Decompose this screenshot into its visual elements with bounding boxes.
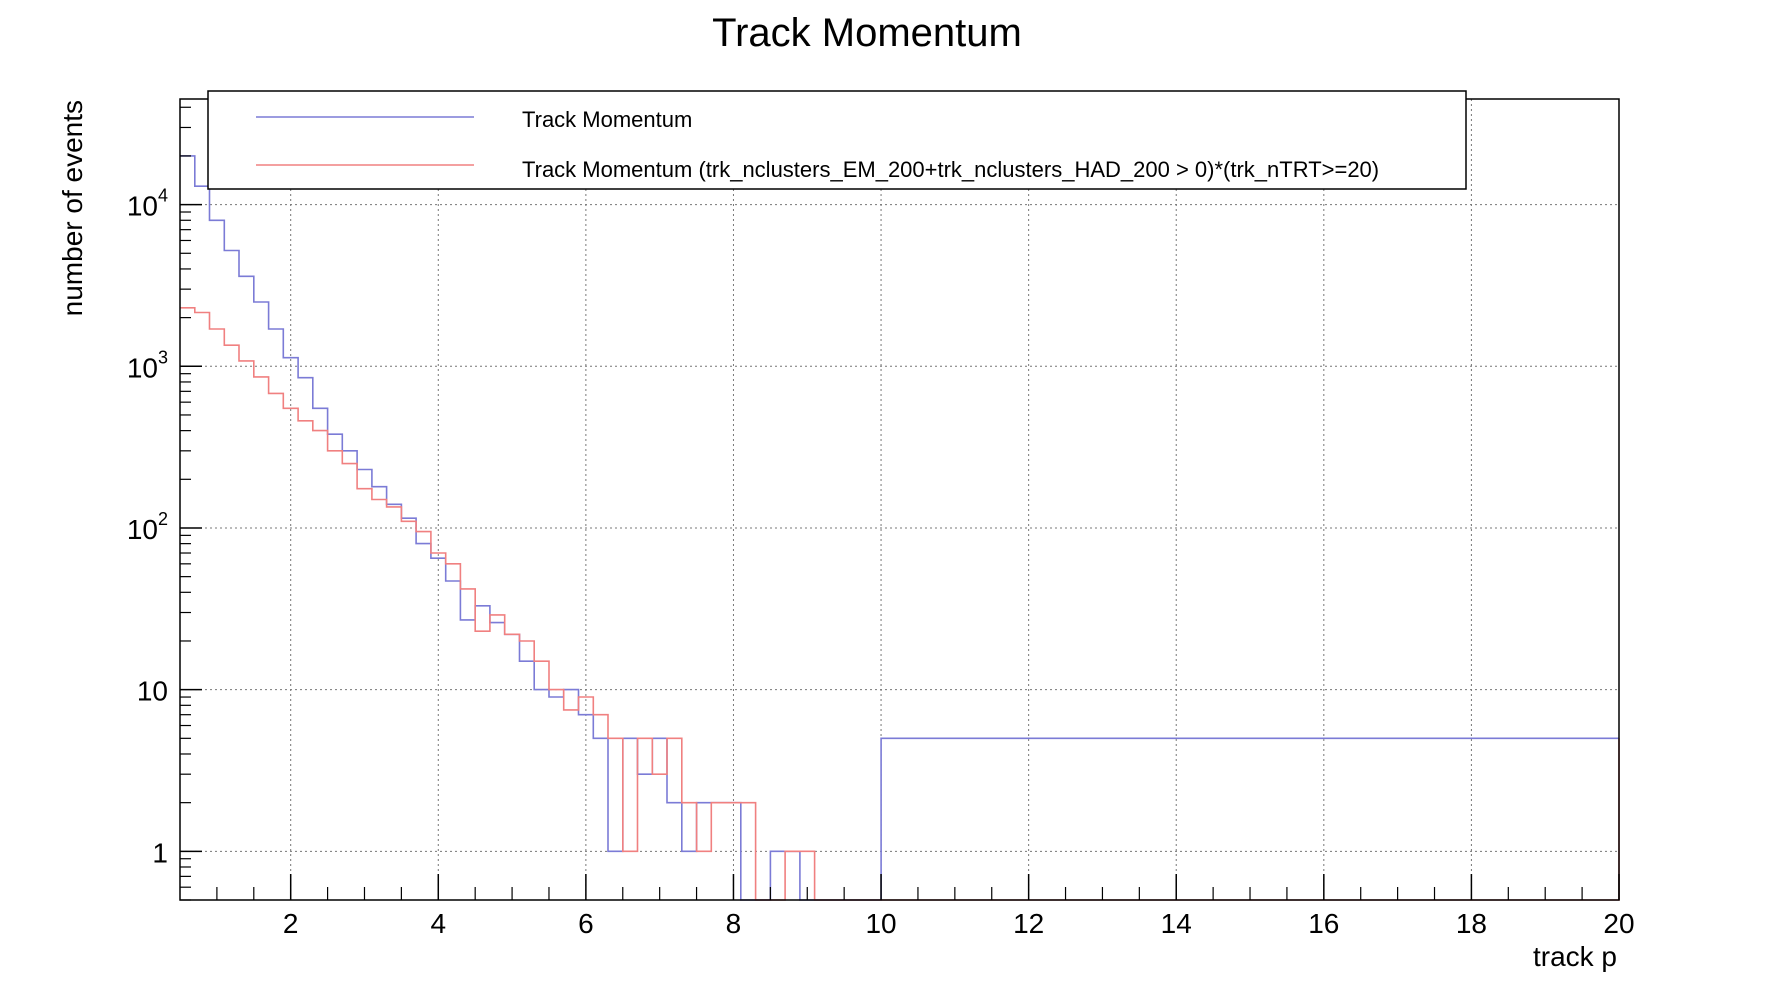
y-tick-label: 1 [152, 837, 168, 868]
legend-box [207, 90, 1467, 190]
x-tick-label: 2 [283, 908, 299, 939]
y-tick-base: 10 [127, 514, 158, 545]
x-axis-label: track p [1533, 941, 1617, 972]
x-tick-label: 16 [1308, 908, 1339, 939]
y-tick-label: 103 [127, 347, 168, 383]
grid-lines [180, 99, 1620, 900]
x-tick-label: 6 [578, 908, 594, 939]
legend-label-series-0: Track Momentum [522, 107, 692, 132]
y-tick-exponent: 3 [158, 347, 168, 367]
x-axis: 2 4 6 8 10 12 14 16 18 20 [216, 874, 1635, 939]
x-tick-label: 10 [865, 908, 896, 939]
series-layer [180, 155, 1620, 901]
x-tick-label: 4 [430, 908, 446, 939]
legend: Track Momentum Track Momentum (trk_nclus… [207, 90, 1467, 190]
x-tick-label: 12 [1013, 908, 1044, 939]
y-tick-exponent: 4 [158, 186, 168, 206]
y-tick-base: 1 [152, 837, 168, 868]
series-line-1 [180, 307, 1620, 901]
chart-title: Track Momentum [712, 11, 1022, 55]
y-tick-label: 102 [127, 509, 168, 545]
y-tick-base: 10 [127, 352, 158, 383]
x-tick-label: 18 [1456, 908, 1487, 939]
y-tick-label: 10 [137, 676, 168, 707]
y-axis-label: number of events [57, 100, 88, 316]
y-tick-label: 104 [127, 186, 168, 222]
y-tick-base: 10 [127, 191, 158, 222]
plot-frame [179, 98, 1620, 901]
y-tick-exponent: 2 [158, 509, 168, 529]
x-tick-label: 8 [726, 908, 742, 939]
legend-label-series-1: Track Momentum (trk_nclusters_EM_200+trk… [522, 157, 1379, 182]
x-tick-label: 20 [1603, 908, 1634, 939]
x-tick-label: 14 [1161, 908, 1192, 939]
y-tick-base: 10 [137, 676, 168, 707]
